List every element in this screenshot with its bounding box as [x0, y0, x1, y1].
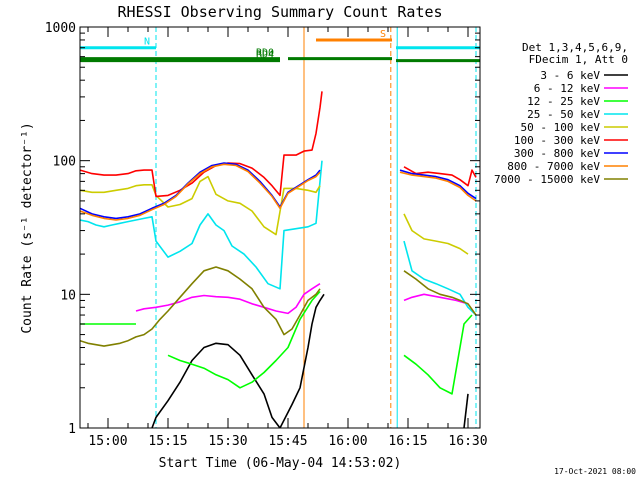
series-line-1-segment-0 [135, 283, 321, 315]
legend-label-6: 300 - 800 keV [514, 147, 600, 160]
x-tick-label-1: 15:15 [148, 434, 187, 449]
legend-label-2: 12 - 25 keV [527, 95, 600, 108]
flag-label-3: RD4 [256, 50, 274, 61]
flag-label-2: RD0 [256, 48, 274, 59]
series-line-6-segment-0 [80, 162, 321, 220]
generated-timestamp: 17-Oct-2021 08:00 [554, 467, 636, 476]
x-tick-label-2: 15:30 [208, 434, 247, 449]
series-group [80, 91, 477, 428]
chart-title: RHESSI Observing Summary Count Rates [117, 3, 442, 21]
series-line-8-segment-1 [403, 270, 477, 316]
x-axis-label: Start Time (06-May-04 14:53:02) [159, 456, 402, 471]
series-line-1-segment-1 [403, 293, 469, 305]
legend-label-7: 800 - 7000 keV [507, 160, 600, 173]
series-line-8-segment-0 [80, 266, 321, 347]
plot-frame [79, 26, 481, 429]
flag-label-6: S [380, 29, 386, 40]
x-tick-label-4: 16:00 [328, 434, 367, 449]
series-line-0-segment-1 [279, 293, 325, 428]
y-tick-label-2: 100 [53, 155, 76, 170]
legend-header-line-1: Det 1,3,4,5,6,9, [522, 41, 628, 54]
axis-ticks: 1 10 100 1000 15:00 15:15 15:30 15:45 16:00 16:15… [45, 21, 488, 449]
legend-label-0: 3 - 6 keV [540, 69, 600, 82]
x-tick-label-6: 16:30 [448, 434, 487, 449]
y-tick-label-1: 10 [60, 288, 76, 303]
series-line-7-segment-1 [399, 171, 477, 202]
series-line-0-segment-0 [151, 342, 281, 428]
series-line-2-segment-1 [167, 290, 321, 389]
x-tick-label-0: 15:00 [88, 434, 127, 449]
y-axis-label: Count Rate (s⁻¹ detector⁻¹) [20, 122, 35, 333]
series-line-4-segment-1 [403, 213, 469, 255]
x-tick-label-3: 15:45 [268, 434, 307, 449]
series-line-2-segment-2 [403, 314, 473, 395]
series-line-0-segment-2 [463, 393, 469, 428]
series-line-3-segment-0 [80, 160, 323, 290]
series-clip-group [80, 91, 477, 428]
y-tick-label-0: 1 [68, 422, 76, 437]
legend-label-8: 7000 - 15000 keV [494, 173, 600, 186]
x-tick-label-5: 16:15 [388, 434, 427, 449]
flag-label-0: N [144, 37, 150, 48]
series-line-4-segment-0 [80, 175, 321, 236]
series-line-6-segment-1 [399, 169, 477, 200]
legend: Det 1,3,4,5,6,9, FDecim 1, Att 0 3 - 6 k… [494, 41, 628, 186]
legend-label-5: 100 - 300 keV [514, 134, 600, 147]
series-line-5-segment-1 [403, 166, 477, 187]
legend-label-3: 25 - 50 keV [527, 108, 600, 121]
series-line-7-segment-0 [80, 163, 321, 221]
y-tick-label-3: 1000 [45, 21, 76, 36]
legend-label-4: 50 - 100 keV [521, 121, 601, 134]
legend-header-line-2: FDecim 1, Att 0 [529, 53, 628, 66]
series-line-3-segment-1 [403, 240, 477, 316]
legend-label-1: 6 - 12 keV [534, 82, 601, 95]
